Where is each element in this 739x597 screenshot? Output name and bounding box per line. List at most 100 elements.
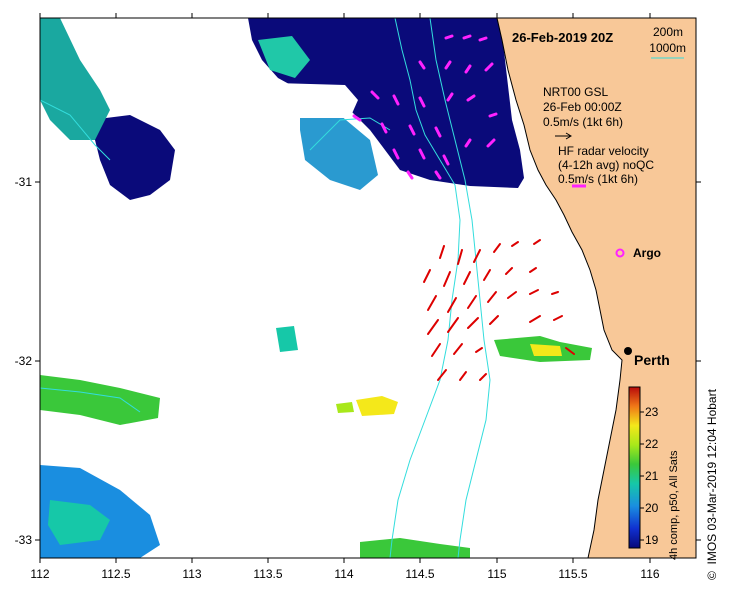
model-arrow bbox=[447, 317, 459, 333]
scale-label-1000m: 1000m bbox=[649, 41, 686, 55]
radar-arrow bbox=[488, 112, 498, 118]
radar-arrow bbox=[434, 170, 442, 180]
model-arrow bbox=[533, 239, 541, 245]
model-arrow bbox=[489, 315, 499, 325]
radar-arrow bbox=[462, 34, 472, 40]
model-arrow bbox=[423, 269, 431, 283]
colorbar-tick-label: 20 bbox=[645, 501, 659, 515]
sst-patch-nearshore-warm bbox=[530, 344, 562, 356]
plot-frame bbox=[39, 17, 697, 559]
model-arrow bbox=[431, 343, 441, 357]
x-axis bbox=[39, 13, 651, 563]
sst-patch-southwest bbox=[40, 375, 160, 425]
x-tick-label: 114.5 bbox=[405, 567, 434, 581]
model-arrow bbox=[487, 291, 497, 303]
radar-arrow bbox=[392, 94, 400, 106]
model-arrow bbox=[427, 295, 437, 311]
radar-arrow bbox=[486, 138, 496, 148]
model-arrow bbox=[437, 369, 447, 381]
radar-arrow bbox=[370, 90, 380, 100]
model-arrow bbox=[447, 297, 457, 313]
radar-arrow bbox=[484, 62, 494, 72]
y-tick-label: -33 bbox=[15, 533, 33, 547]
model-arrow bbox=[473, 249, 481, 263]
x-tick-label: 113.5 bbox=[253, 567, 282, 581]
radar-legend-line3: 0.5m/s (1kt 6h) bbox=[558, 172, 638, 186]
isobath-200m bbox=[429, 18, 491, 558]
radar-arrow bbox=[466, 94, 476, 102]
radar-arrow bbox=[418, 96, 426, 108]
radar-arrow bbox=[446, 92, 454, 102]
model-arrow bbox=[479, 373, 487, 381]
colorbar-title: 4h comp, p50, All Sats bbox=[668, 450, 680, 560]
sst-patch-warm-offshore bbox=[356, 396, 398, 416]
x-tick-label: 114 bbox=[334, 567, 353, 581]
radar-arrow bbox=[406, 170, 414, 180]
sst-patch-south-green bbox=[48, 500, 110, 545]
model-arrow bbox=[467, 295, 477, 309]
radar-legend-line2: (4-12h avg) noQC bbox=[558, 158, 654, 172]
model-legend-line3: 0.5m/s (1kt 6h) bbox=[543, 115, 623, 129]
colorbar bbox=[628, 386, 641, 549]
scale-label-200m: 200m bbox=[653, 25, 683, 39]
sst-patch-green-offshore bbox=[336, 402, 354, 413]
perth-label: Perth bbox=[634, 352, 670, 368]
isobath-1000m bbox=[389, 18, 461, 558]
isobath-west bbox=[40, 99, 111, 161]
sst-gap bbox=[240, 82, 358, 118]
colorbar-tick-label: 21 bbox=[645, 469, 659, 483]
x-tick-label: 115.5 bbox=[558, 567, 587, 581]
model-arrow bbox=[551, 291, 559, 295]
radar-arrow bbox=[464, 64, 472, 74]
model-arrow bbox=[529, 315, 541, 323]
x-tick-label: 112.5 bbox=[101, 567, 130, 581]
model-arrow bbox=[475, 347, 483, 353]
x-tick-label: 112 bbox=[30, 567, 49, 581]
radar-arrow bbox=[352, 114, 362, 122]
colorbar-tick-label: 22 bbox=[645, 437, 659, 451]
model-arrow bbox=[553, 315, 563, 321]
x-tick-label: 116 bbox=[640, 567, 659, 581]
model-arrow bbox=[463, 271, 471, 285]
model-arrow bbox=[529, 267, 537, 273]
model-arrow bbox=[493, 243, 501, 253]
radar-arrow bbox=[444, 60, 452, 70]
land bbox=[497, 18, 696, 558]
radar-arrow bbox=[434, 126, 442, 138]
model-velocity-arrows bbox=[423, 239, 575, 381]
colorbar-ticks bbox=[640, 411, 644, 541]
isobath-north bbox=[309, 117, 391, 151]
model-arrow bbox=[505, 267, 513, 275]
radar-arrow bbox=[444, 34, 454, 40]
model-arrow bbox=[467, 317, 479, 329]
model-arrow bbox=[483, 269, 491, 281]
model-arrow bbox=[439, 245, 445, 259]
argo-label: Argo bbox=[633, 246, 661, 260]
credit-text: IMOS 03-Mar-2019 12:04 Hobart bbox=[705, 389, 719, 565]
sst-patch-small bbox=[276, 326, 298, 352]
radar-arrow bbox=[418, 60, 426, 70]
isobath-southwest bbox=[40, 387, 141, 413]
y-tick-label: -32 bbox=[15, 354, 33, 368]
sst-patch-north-cyan bbox=[258, 36, 310, 78]
radar-arrow bbox=[478, 36, 488, 42]
radar-arrow bbox=[442, 154, 450, 166]
sst-patch-northwest bbox=[40, 18, 110, 140]
sst-cold-northwest bbox=[90, 115, 175, 200]
x-tick-label: 115 bbox=[487, 567, 506, 581]
radar-arrow bbox=[418, 148, 426, 160]
colorbar-tick-label: 23 bbox=[645, 405, 659, 419]
copyright-symbol: © bbox=[705, 571, 719, 580]
sst-cold-region bbox=[248, 18, 524, 188]
model-arrow bbox=[529, 289, 539, 295]
model-arrow bbox=[453, 343, 463, 355]
x-tick-label: 113 bbox=[182, 567, 201, 581]
y-axis bbox=[35, 181, 701, 541]
perth-marker bbox=[624, 347, 632, 355]
model-legend-arrowhead bbox=[565, 132, 572, 140]
model-arrow bbox=[459, 371, 467, 381]
model-arrow bbox=[443, 271, 451, 287]
radar-arrow bbox=[408, 124, 416, 136]
